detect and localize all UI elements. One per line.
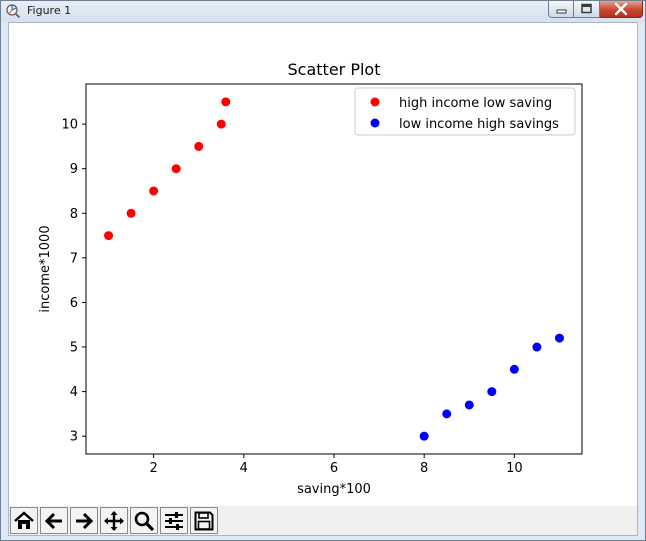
x-axis-label: saving*100 bbox=[297, 482, 371, 497]
x-tick-label: 2 bbox=[149, 461, 157, 476]
scatter-point-series-0 bbox=[194, 141, 204, 151]
scatter-point-series-1 bbox=[442, 409, 452, 419]
y-tick-label: 8 bbox=[70, 207, 78, 222]
close-button[interactable] bbox=[600, 1, 643, 18]
y-tick-label: 5 bbox=[70, 341, 78, 356]
scatter-point-series-0 bbox=[149, 186, 159, 196]
configure-subplots-button[interactable] bbox=[160, 507, 188, 534]
sliders-icon bbox=[165, 511, 183, 530]
navigation-toolbar bbox=[9, 506, 637, 535]
close-icon bbox=[614, 2, 628, 16]
scatter-point-series-1 bbox=[464, 400, 474, 410]
y-tick-label: 10 bbox=[61, 118, 78, 133]
legend: high income low saving low income high s… bbox=[354, 87, 576, 136]
axes-frame bbox=[85, 83, 583, 455]
data-points bbox=[104, 97, 564, 441]
forward-button[interactable] bbox=[70, 507, 98, 534]
y-tick-label: 9 bbox=[70, 162, 78, 177]
save-button[interactable] bbox=[190, 507, 218, 534]
axis-ticks: 2 4 6 8 10 3 4 5 6 7 8 9 10 bbox=[61, 118, 522, 476]
window-title: Figure 1 bbox=[27, 4, 72, 17]
maximize-icon bbox=[581, 3, 592, 14]
scatter-point-series-0 bbox=[221, 97, 231, 107]
move-icon bbox=[104, 510, 124, 531]
arrow-left-icon bbox=[44, 512, 62, 529]
zoom-button[interactable] bbox=[130, 507, 158, 534]
y-tick-label: 7 bbox=[70, 251, 78, 266]
minimize-icon bbox=[556, 9, 567, 14]
scatter-point-series-1 bbox=[419, 431, 429, 441]
home-button[interactable] bbox=[10, 507, 38, 534]
y-axis-label: income*1000 bbox=[38, 225, 53, 312]
scatter-point-series-0 bbox=[104, 231, 114, 241]
figure-canvas-area: Scatter Plot 2 4 6 8 10 3 4 5 6 7 8 9 10 saving*100 … bbox=[8, 22, 638, 536]
magnifier-icon bbox=[134, 511, 155, 531]
x-tick-label: 6 bbox=[330, 461, 338, 476]
legend-label-low-income: low income high savings bbox=[399, 117, 559, 132]
floppy-disk-icon bbox=[194, 511, 214, 530]
back-button[interactable] bbox=[40, 507, 68, 534]
legend-marker-low-income bbox=[370, 118, 380, 128]
pan-button[interactable] bbox=[100, 507, 128, 534]
legend-label-high-income: high income low saving bbox=[399, 96, 552, 111]
scatter-point-series-1 bbox=[509, 364, 519, 374]
scatter-point-series-1 bbox=[554, 333, 564, 343]
title-bar[interactable]: Figure 1 bbox=[1, 1, 645, 22]
scatter-point-series-0 bbox=[126, 208, 136, 218]
home-icon bbox=[14, 510, 34, 529]
scatter-point-series-0 bbox=[216, 119, 226, 129]
x-tick-label: 8 bbox=[420, 461, 428, 476]
figure-app-icon bbox=[6, 4, 21, 19]
chart-title: Scatter Plot bbox=[288, 60, 381, 79]
legend-marker-high-income bbox=[370, 97, 380, 107]
maximize-button[interactable] bbox=[574, 1, 600, 18]
arrow-right-icon bbox=[76, 512, 94, 529]
x-tick-label: 4 bbox=[240, 461, 248, 476]
scatter-point-series-1 bbox=[532, 342, 542, 352]
x-tick-label: 10 bbox=[506, 461, 523, 476]
window-controls bbox=[548, 1, 643, 20]
scatter-point-series-1 bbox=[487, 387, 497, 397]
minimize-button[interactable] bbox=[548, 1, 574, 18]
y-tick-label: 6 bbox=[70, 296, 78, 311]
scatter-point-series-0 bbox=[171, 164, 181, 174]
y-tick-label: 4 bbox=[70, 385, 78, 400]
y-tick-label: 3 bbox=[70, 430, 78, 445]
legend-box bbox=[354, 87, 576, 136]
